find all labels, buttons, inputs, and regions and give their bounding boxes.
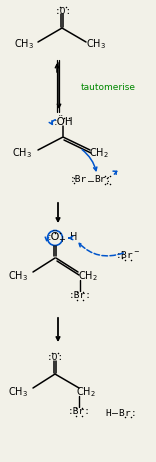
Text: CH$_3$: CH$_3$: [14, 37, 34, 51]
Text: CH$_2$: CH$_2$: [78, 269, 98, 283]
Text: :Ö: :Ö: [48, 232, 60, 242]
Text: :ÖH: :ÖH: [54, 117, 74, 127]
Text: CH$_3$: CH$_3$: [12, 146, 32, 160]
Text: H$-$Br:: H$-$Br:: [105, 407, 135, 418]
Text: CH$_3$: CH$_3$: [8, 269, 28, 283]
Text: $-$: $-$: [85, 176, 95, 184]
Text: :Br:: :Br:: [68, 407, 90, 417]
Text: :Br: :Br: [69, 176, 87, 184]
Text: :O:: :O:: [46, 353, 64, 361]
Text: H: H: [70, 232, 78, 242]
Text: :O:: :O:: [54, 6, 72, 16]
Text: tautomerise: tautomerise: [80, 84, 136, 92]
Text: :Br$^-$: :Br$^-$: [115, 249, 141, 261]
Text: :Br:: :Br:: [68, 292, 92, 300]
Text: CH$_2$: CH$_2$: [89, 146, 109, 160]
Text: CH$_3$: CH$_3$: [86, 37, 106, 51]
Text: +: +: [58, 235, 65, 243]
Text: CH$_2$: CH$_2$: [76, 385, 96, 399]
Text: CH$_3$: CH$_3$: [8, 385, 28, 399]
Text: Br:: Br:: [94, 176, 112, 184]
